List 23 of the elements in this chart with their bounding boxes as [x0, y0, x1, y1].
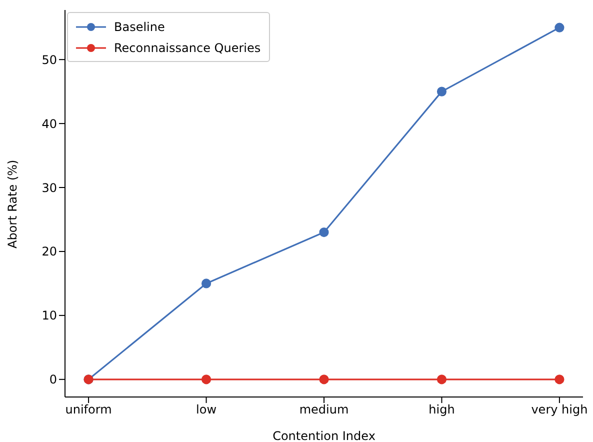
legend-label: Baseline: [114, 20, 165, 34]
legend-label: Reconnaissance Queries: [114, 40, 261, 54]
point: [319, 374, 329, 384]
x-tick-label: uniform: [65, 402, 112, 417]
point: [554, 22, 564, 32]
point: [201, 374, 212, 384]
y-tick-label: 10: [42, 308, 57, 323]
point: [319, 227, 329, 238]
y-tick-label: 0: [49, 372, 57, 387]
y-tick-label: 30: [42, 180, 57, 195]
point: [201, 278, 212, 288]
x-tick-label: high: [428, 402, 455, 417]
point: [436, 374, 447, 384]
y-tick-label: 20: [42, 244, 57, 259]
y-tick-label: 40: [42, 116, 57, 131]
point: [554, 374, 564, 384]
y-tick-label: 50: [42, 52, 57, 67]
x-axis-title: Contention Index: [272, 429, 376, 442]
x-tick-label: medium: [299, 402, 349, 417]
y-axis-title: Abort Rate (%): [5, 160, 20, 248]
x-tick-label: low: [196, 402, 217, 417]
point: [436, 86, 447, 96]
x-tick-label: very high: [531, 402, 588, 417]
